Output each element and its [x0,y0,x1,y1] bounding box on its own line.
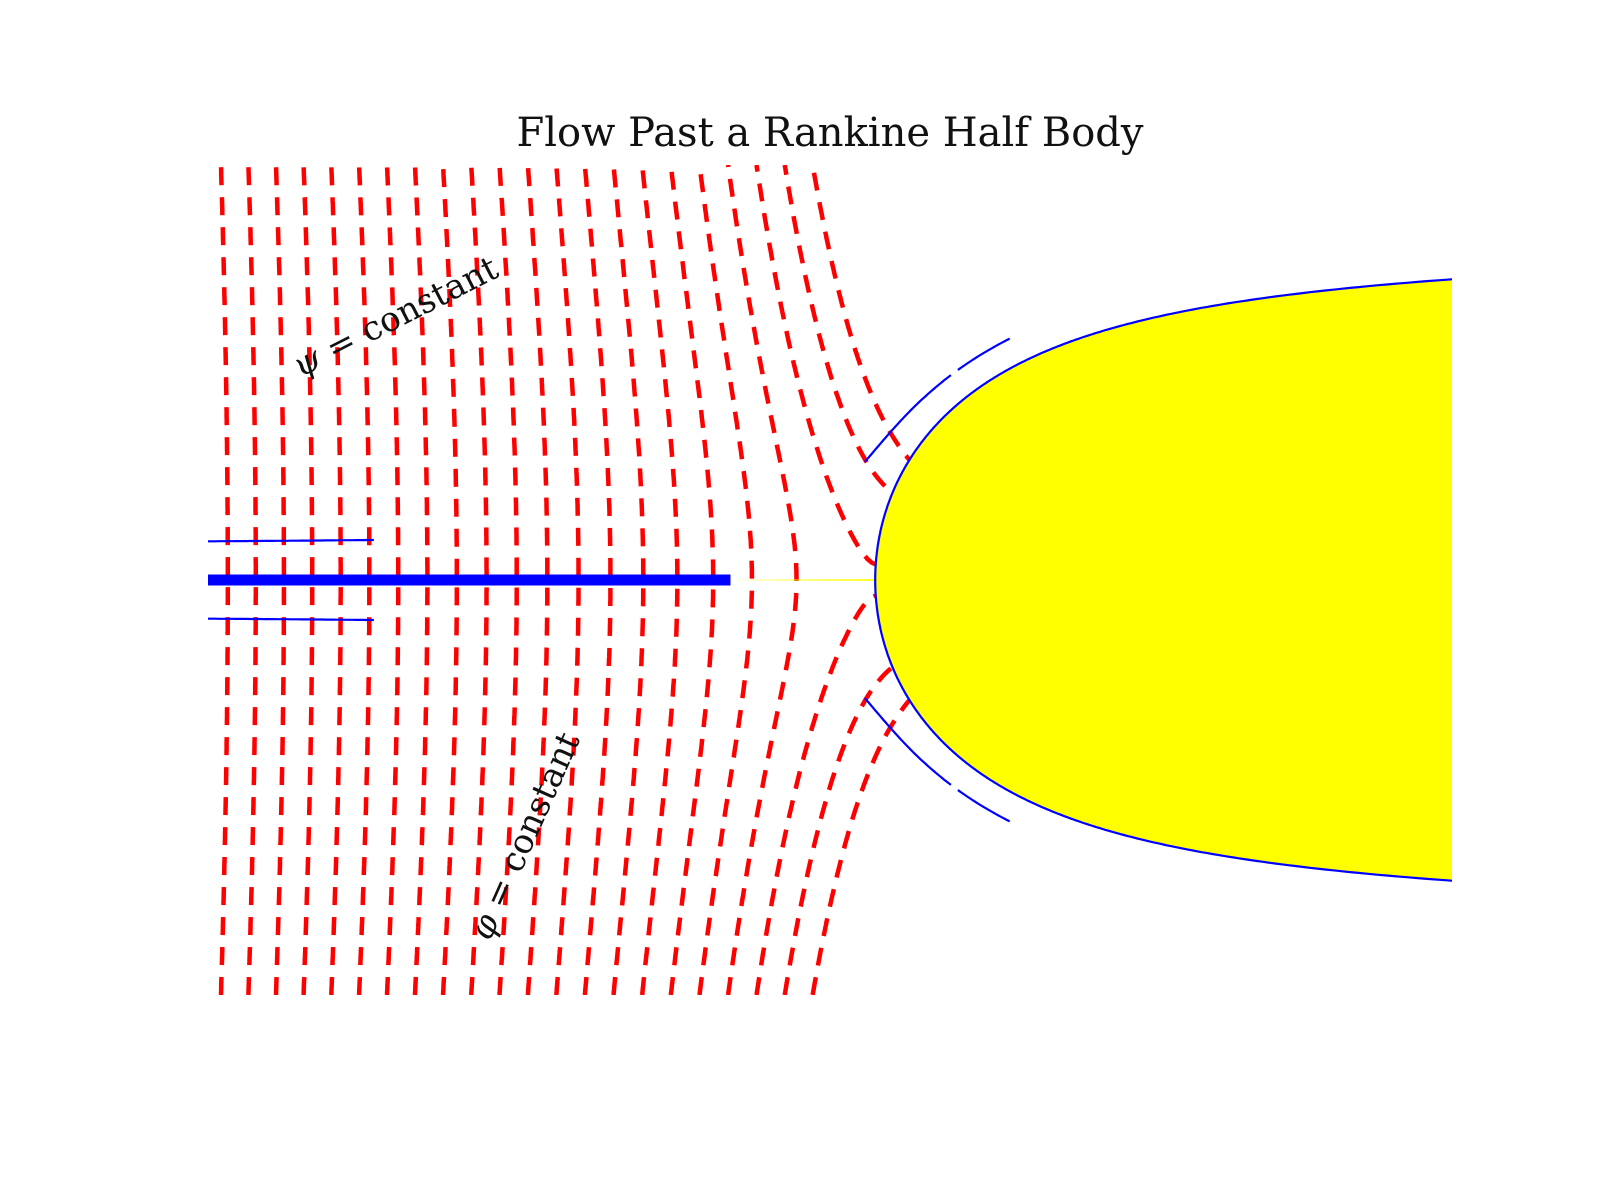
streamline [957,337,1011,371]
equipotential-line [497,165,519,995]
equipotential-line [754,165,979,995]
streamline [863,697,952,786]
psi-label-text: = constant [310,248,505,374]
equipotential-line [412,165,430,995]
streamline [208,617,374,622]
equipotential-line [639,165,680,995]
equipotential-line [668,165,716,995]
equipotential-line [554,165,581,995]
rankine-half-body [730,279,1452,881]
equipotential-line [697,165,755,995]
equipotential-line [356,165,372,995]
equipotential-line [468,165,489,995]
equipotential-line [384,165,401,995]
equipotential-line [440,583,460,995]
equipotential-line [611,165,646,995]
streamline [208,538,374,543]
streamline [957,789,1011,823]
equipotential-line [301,165,315,995]
equipotential-line [525,165,550,995]
equipotential-line [329,165,343,995]
equipotential-line [582,165,613,995]
equipotential-lines [218,165,992,995]
plot-area [208,165,1452,995]
plot-title: Flow Past a Rankine Half Body [517,110,1144,156]
phi-label-text: = constant [471,726,588,924]
psi-constant-label: ψ = constant [286,248,505,386]
streamline [863,374,952,463]
body-outline-streamline [874,278,1452,882]
equipotential-line [218,165,231,995]
equipotential-line [273,165,287,995]
streamlines [208,337,1011,823]
equipotential-line [440,165,460,577]
equipotential-line [246,165,259,995]
